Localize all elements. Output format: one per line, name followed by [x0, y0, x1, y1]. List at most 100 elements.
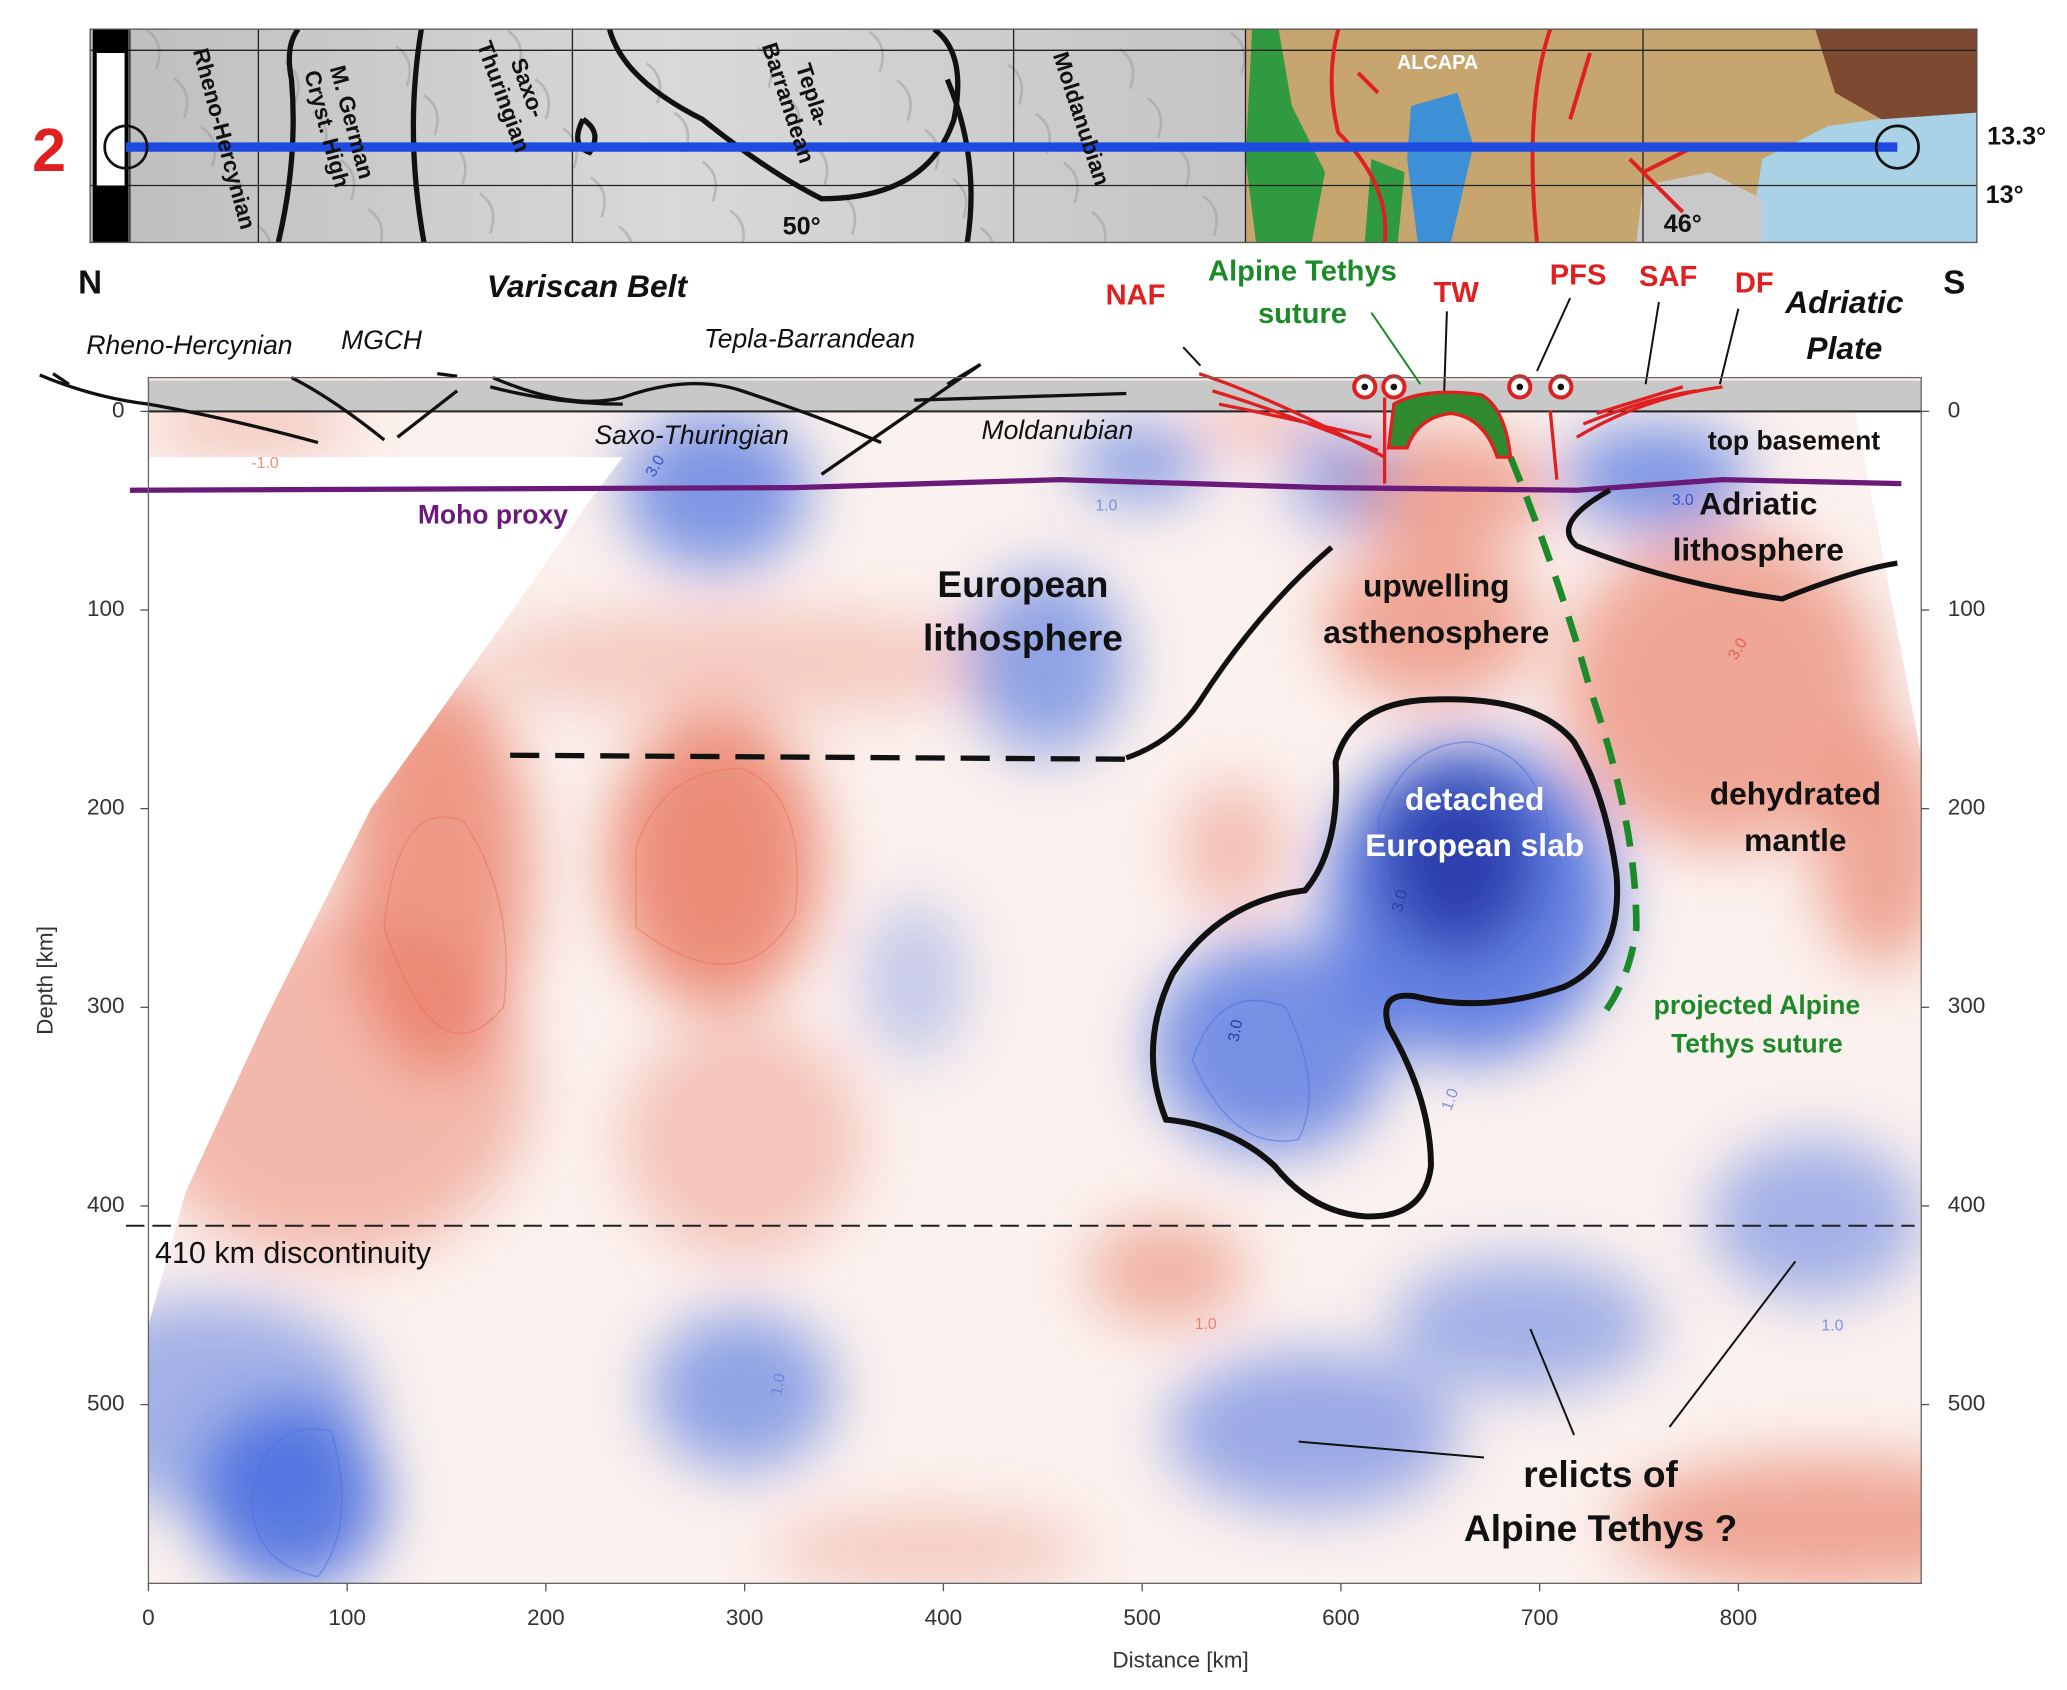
relief-texture: [367, 208, 384, 243]
annotation: mantle: [1744, 822, 1846, 858]
anomaly-blob: [1709, 1139, 1922, 1299]
y-tick-label: 400: [87, 1192, 125, 1217]
structure-line: [489, 385, 623, 406]
x-tick-label: 800: [1720, 1605, 1758, 1630]
map-boundary: [944, 78, 974, 243]
map-strip: [90, 29, 1977, 243]
annotation: Variscan Belt: [487, 268, 689, 304]
structure-line: [396, 389, 459, 439]
y-tick-label: 0: [112, 397, 125, 422]
map-boundary: [410, 29, 427, 243]
suture-projection: [1507, 455, 1640, 1020]
relief-texture: [868, 30, 884, 72]
y-tick-label: 300: [87, 993, 125, 1018]
x-tick-label: 400: [925, 1605, 963, 1630]
anomaly-blob: [1165, 1351, 1458, 1511]
structure-line: [290, 376, 386, 442]
relief-texture: [1091, 210, 1107, 243]
strike-slip-dot: [1557, 383, 1565, 391]
anomaly-blob: [1815, 728, 1922, 968]
annotation: Saxo-Thuringian: [594, 420, 788, 450]
annotation: Moho proxy: [418, 500, 568, 530]
x-tick-label: 100: [328, 1605, 366, 1630]
end-label: N: [78, 265, 102, 302]
contour-label: 3.0: [1672, 492, 1694, 509]
leader-line: [1370, 312, 1422, 385]
field-blobs: [148, 404, 1922, 1584]
relief-texture: [1202, 194, 1218, 237]
relief-texture: [423, 94, 439, 136]
profile-number: 2: [32, 116, 66, 184]
relief-texture: [645, 62, 662, 104]
discontinuity-label: 410 km discontinuity: [155, 1236, 432, 1270]
relief-texture: [590, 176, 606, 218]
anomaly-field: [148, 377, 1922, 1584]
leader-line: [1644, 301, 1660, 385]
anomaly-blob: [1616, 1457, 1922, 1584]
contour-label: 1.0: [1821, 1317, 1843, 1334]
leader-line: [1668, 1260, 1797, 1428]
anomaly-blob: [1324, 543, 1537, 703]
contour-line: [251, 1428, 343, 1578]
anomaly-blob: [649, 1311, 835, 1471]
annotation: European slab: [1365, 827, 1584, 863]
annotation: relicts of: [1523, 1453, 1678, 1495]
annotation: Moldanubian: [982, 415, 1134, 445]
y-tick-label-right: 0: [1948, 397, 1961, 422]
annotation: MGCH: [341, 325, 423, 355]
fault: [1211, 389, 1379, 453]
contour-line: [1377, 741, 1551, 968]
relief-texture: [506, 29, 523, 71]
map-fault: [1530, 29, 1553, 243]
structure-line: [914, 391, 1127, 402]
relief-texture: [395, 45, 411, 87]
leader-line: [1718, 308, 1740, 385]
contour-label: 3.0: [1226, 1018, 1247, 1043]
y-tick-label: 100: [87, 596, 125, 621]
lithosphere-base: [510, 752, 1127, 762]
leader-line: [1536, 297, 1572, 372]
profile-end: [103, 124, 149, 170]
y-tick-label: 500: [87, 1391, 125, 1416]
relief-texture: [228, 175, 245, 217]
map-gray-south: [1636, 172, 1763, 243]
contour-line: [1191, 999, 1310, 1142]
end-label: S: [1943, 265, 1965, 302]
annotation: suture: [1258, 298, 1347, 330]
relief-texture: [951, 177, 968, 220]
plot-frame: [147, 376, 1922, 1585]
annotation: DF: [1735, 268, 1774, 300]
annotation: Plate: [1806, 330, 1882, 366]
annotation: lithosphere: [1673, 532, 1844, 568]
anomaly-blob: [1563, 423, 1749, 530]
relief-texture: [1146, 96, 1163, 139]
contour-label: 1.0: [769, 1372, 790, 1397]
anomaly-blob: [1152, 940, 1392, 1153]
anomaly-blob: [344, 675, 531, 1074]
structure-line: [39, 373, 319, 445]
relief-texture: [534, 78, 551, 120]
contour-label: 1.0: [1195, 1316, 1217, 1333]
anomaly-blob: [477, 609, 1008, 716]
anomaly-blob: [768, 1510, 1087, 1584]
annotation: Alpine Tethys: [1208, 256, 1397, 288]
contour-label: 1.0: [1439, 1086, 1463, 1113]
structure-line: [437, 372, 458, 378]
anomaly-blob: [1285, 423, 1392, 530]
map-adria: [1815, 29, 1977, 120]
relief-texture: [1118, 47, 1135, 90]
slab-outline: [1149, 696, 1621, 1220]
y-tick-label-right: 500: [1948, 1391, 1986, 1416]
relief-texture: [729, 209, 745, 243]
anomaly-blob: [609, 715, 822, 1007]
map-label: 50°: [783, 213, 821, 241]
relief-texture: [979, 226, 994, 243]
map-blue: [1407, 92, 1474, 243]
annotation: PFS: [1550, 260, 1607, 292]
y-tick-label-right: 200: [1948, 795, 1986, 820]
anomaly-blob: [861, 900, 968, 1060]
profile-end: [1874, 124, 1920, 170]
relief-texture: [618, 225, 633, 243]
relief-texture: [144, 29, 161, 70]
y-axis-label: Depth [km]: [32, 926, 57, 1035]
